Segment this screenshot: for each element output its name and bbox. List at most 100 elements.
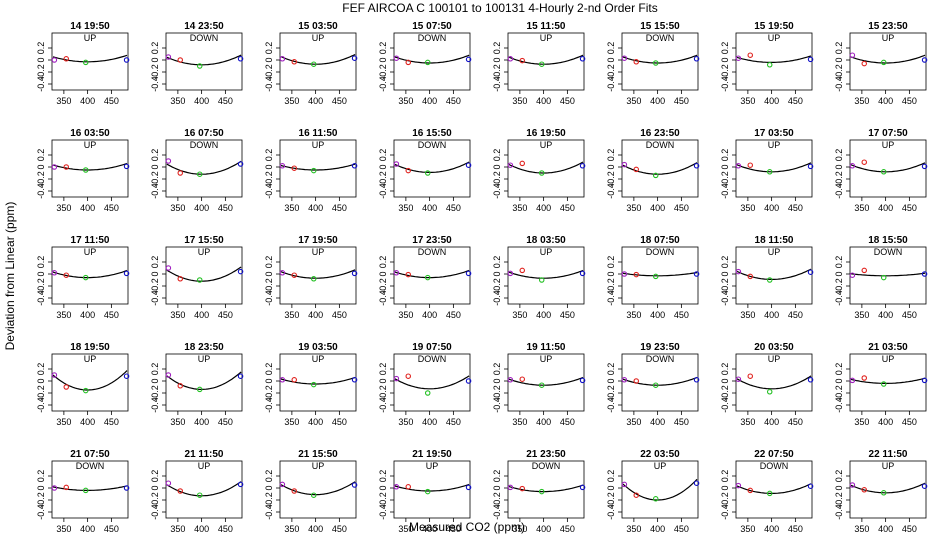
data-point	[82, 487, 89, 494]
data-point	[861, 60, 867, 67]
data-point	[861, 487, 867, 493]
panel-title: 16 15:50	[412, 128, 452, 139]
y-tick-label: 0	[606, 378, 616, 383]
x-tick-label: 350	[284, 417, 299, 427]
panel-title: 17 23:50	[412, 235, 452, 246]
data-point	[63, 272, 70, 278]
data-point	[633, 492, 639, 498]
x-tick-label: 450	[104, 203, 119, 213]
y-tick-label: -0.4	[378, 76, 388, 92]
y-tick-label: 0.2	[834, 256, 844, 269]
data-point	[165, 158, 172, 164]
data-point	[405, 271, 411, 278]
figure-title: FEF AIRCOA C 100101 to 100131 4-Hourly 2…	[342, 1, 657, 15]
y-tick-label: 0.2	[378, 42, 388, 55]
data-point	[63, 384, 70, 390]
x-tick-label: 350	[626, 203, 641, 213]
x-tick-label: 450	[104, 310, 119, 320]
y-tick-label: 0.2	[492, 470, 502, 483]
y-tick-label: -0.2	[36, 385, 46, 401]
y-tick-label: 0	[36, 164, 46, 169]
panel-frame	[621, 460, 699, 519]
data-point	[519, 376, 525, 382]
data-point	[921, 163, 928, 170]
panel-title: 16 23:50	[640, 128, 680, 139]
x-tick-label: 450	[902, 203, 917, 213]
data-point	[880, 59, 887, 66]
y-tick-label: 0	[378, 378, 388, 383]
data-point	[735, 482, 742, 489]
y-tick-label: 0.2	[492, 149, 502, 162]
x-tick-label: 400	[878, 310, 893, 320]
panel-frame	[621, 139, 699, 198]
data-point	[633, 59, 639, 65]
data-point	[196, 171, 203, 177]
panel-frame	[279, 32, 357, 91]
y-tick-label: -0.2	[264, 278, 274, 294]
fit-curve	[622, 272, 698, 277]
panel-title: 16 11:50	[299, 128, 338, 139]
fit-curve	[280, 481, 356, 496]
y-tick-label: -0.4	[150, 290, 160, 306]
y-tick-label: -0.4	[606, 183, 616, 199]
y-tick-label: 0	[36, 485, 46, 490]
y-tick-label: -0.2	[834, 492, 844, 508]
x-tick-label: 400	[422, 203, 437, 213]
panel-title: 15 11:50	[527, 21, 566, 32]
x-tick-label: 450	[446, 203, 461, 213]
y-tick-label: -0.4	[834, 397, 844, 413]
y-tick-label: -0.2	[150, 64, 160, 80]
panel-direction-label: UP	[540, 354, 553, 364]
panel-frame	[735, 460, 813, 519]
data-point	[465, 56, 472, 63]
panel-title: 22 07:50	[754, 449, 794, 460]
y-tick-label: -0.2	[492, 385, 502, 401]
data-point	[693, 377, 700, 383]
y-tick-label: 0.2	[150, 42, 160, 55]
panel-direction-label: DOWN	[418, 354, 447, 364]
x-tick-label: 350	[284, 96, 299, 106]
data-point	[51, 270, 58, 276]
y-tick-label: -0.4	[834, 76, 844, 92]
data-point	[921, 271, 928, 277]
data-point	[123, 57, 130, 63]
x-tick-label: 400	[650, 417, 665, 427]
y-tick-label: -0.4	[264, 183, 274, 199]
panel-title: 19 03:50	[298, 342, 338, 353]
x-tick-label: 400	[650, 203, 665, 213]
panel-title: 15 07:50	[412, 21, 452, 32]
x-tick-label: 450	[104, 96, 119, 106]
fit-curve	[280, 163, 356, 171]
y-tick-label: 0.2	[720, 256, 730, 269]
data-point	[538, 170, 545, 176]
fit-curve	[508, 376, 584, 386]
x-tick-label: 400	[308, 203, 323, 213]
panel-title: 17 15:50	[184, 235, 224, 246]
panel-direction-label: DOWN	[418, 140, 447, 150]
data-point	[123, 270, 130, 277]
fit-curve	[850, 54, 926, 64]
data-point	[735, 376, 742, 382]
panel-direction-label: UP	[768, 354, 781, 364]
y-tick-label: 0.2	[36, 363, 46, 376]
panel-frame	[849, 460, 927, 519]
fit-curve	[736, 55, 812, 64]
y-tick-label: 0.2	[606, 149, 616, 162]
data-point	[424, 488, 431, 495]
y-tick-label: -0.2	[264, 64, 274, 80]
x-tick-label: 450	[218, 96, 233, 106]
x-tick-label: 350	[56, 203, 71, 213]
y-tick-label: 0	[606, 485, 616, 490]
data-point	[196, 386, 203, 393]
x-tick-label: 450	[332, 417, 347, 427]
fit-curve	[508, 54, 584, 65]
panel-title: 21 19:50	[412, 449, 452, 460]
x-tick-label: 350	[170, 417, 185, 427]
panel-frame	[621, 32, 699, 91]
